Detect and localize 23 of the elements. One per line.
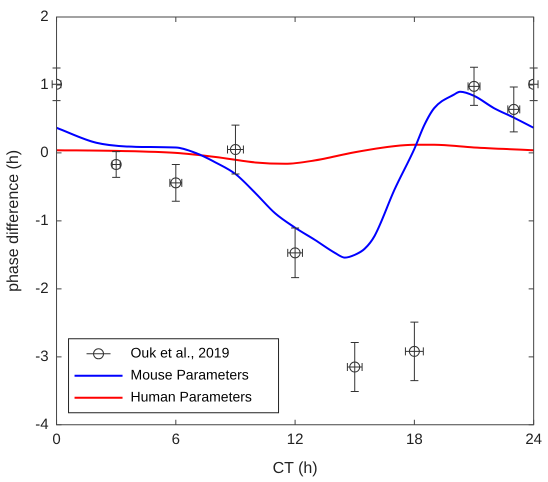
y-tick-label: 2 xyxy=(40,8,49,26)
line-series xyxy=(56,90,534,259)
legend-label: Mouse Parameters xyxy=(130,366,249,383)
y-tick-label: -2 xyxy=(35,280,49,298)
point xyxy=(408,346,420,357)
point xyxy=(290,247,301,258)
x-tick-label: 12 xyxy=(286,430,304,448)
x-tick-label: 24 xyxy=(525,430,542,448)
x-axis-title: CT (h) xyxy=(272,460,318,477)
y-axis-title: phase difference (h) xyxy=(5,150,22,292)
point xyxy=(349,362,360,373)
x-tick-label: 18 xyxy=(406,430,423,448)
x-tick-label: 6 xyxy=(172,430,180,448)
y-tick-label: 1 xyxy=(40,76,49,94)
x-tick-label: 0 xyxy=(52,430,61,448)
y-tick-label: -4 xyxy=(35,416,49,433)
line-series xyxy=(56,144,534,165)
y-tick-label: -3 xyxy=(35,348,49,365)
point xyxy=(230,144,241,156)
legend-label: Ouk et al., 2019 xyxy=(130,344,230,361)
y-tick-label: 0 xyxy=(40,144,49,162)
legend-label: Human Parameters xyxy=(130,388,252,405)
y-tick-label: -1 xyxy=(35,212,49,230)
